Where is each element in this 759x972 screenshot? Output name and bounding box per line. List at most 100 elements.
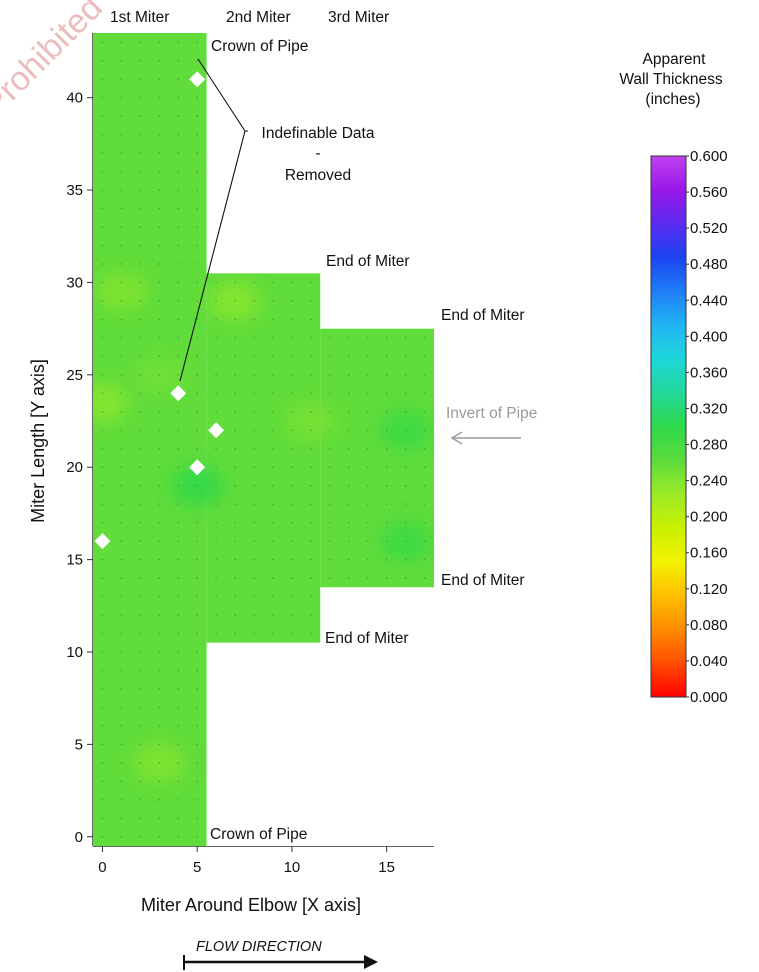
measurement-point <box>101 688 104 690</box>
measurement-point <box>234 300 236 302</box>
crown-of-pipe-top-label: Crown of Pipe <box>211 38 308 55</box>
measurement-point <box>139 780 142 783</box>
measurement-point <box>139 725 142 727</box>
measurement-point <box>101 595 104 598</box>
measurement-point <box>101 133 104 136</box>
measurement-point <box>347 521 350 524</box>
miter-region-1 <box>93 33 207 846</box>
measurement-point <box>177 244 180 247</box>
measurement-point <box>272 318 274 321</box>
measurement-point <box>139 762 142 764</box>
measurement-point <box>423 447 426 450</box>
measurement-point <box>177 374 180 376</box>
measurement-points <box>101 41 426 838</box>
measurement-point <box>101 244 104 247</box>
measurement-point <box>139 133 142 136</box>
measurement-point <box>329 484 331 487</box>
measurement-point <box>158 632 161 635</box>
measurement-point <box>139 669 142 672</box>
measurement-point <box>177 503 180 505</box>
measurement-point <box>177 466 180 469</box>
measurement-point <box>215 281 217 284</box>
measurement-point <box>215 595 217 598</box>
colorbar-title: Apparent Wall Thickness (inches) <box>619 51 723 108</box>
measurement-point <box>139 577 142 579</box>
measurement-point <box>291 392 293 395</box>
measurement-point <box>177 41 180 44</box>
measurement-point <box>101 725 104 727</box>
colorbar-tick-label: 0.400 <box>690 328 728 345</box>
measurement-point <box>158 96 161 99</box>
measurement-point <box>158 835 161 838</box>
measurement-point <box>101 318 104 321</box>
measurement-point <box>158 429 161 432</box>
measurement-point <box>120 59 123 62</box>
measurement-point <box>158 614 161 616</box>
measurement-point <box>234 632 236 635</box>
measurement-point <box>101 558 104 561</box>
x-tick-label: 0 <box>98 859 106 876</box>
measurement-point <box>158 410 161 413</box>
measurement-point <box>423 577 426 579</box>
measurement-point <box>101 762 104 764</box>
measurement-point <box>196 651 198 653</box>
measurement-point <box>196 189 198 191</box>
colorbar-tick-label: 0.440 <box>690 292 728 309</box>
measurement-point <box>139 799 142 801</box>
measurement-point <box>215 484 217 487</box>
measurement-point <box>272 484 274 487</box>
measurement-point <box>272 466 274 469</box>
measurement-point <box>347 503 350 505</box>
measurement-point <box>310 337 312 339</box>
x-axis-title: Miter Around Elbow [X axis] <box>141 895 361 915</box>
measurement-point <box>139 651 142 653</box>
measurement-point <box>310 392 312 395</box>
thickness-variation-1 <box>95 271 148 312</box>
measurement-point <box>139 152 142 154</box>
measurement-point <box>120 244 123 247</box>
measurement-point <box>215 374 217 376</box>
measurement-point <box>177 669 180 672</box>
measurement-point <box>347 429 350 432</box>
measurement-point <box>272 429 274 432</box>
measurement-point <box>196 595 198 598</box>
measurement-point <box>158 133 161 136</box>
axes: 0 5 10 15 0 5 10 15 20 25 30 35 40 <box>66 33 434 876</box>
measurement-point <box>101 226 104 228</box>
measurement-point <box>347 355 350 358</box>
removed-data-point-5 <box>94 533 111 550</box>
measurement-point <box>234 558 236 561</box>
measurement-point <box>234 447 236 450</box>
measurement-point <box>253 540 255 542</box>
measurement-point <box>139 78 142 80</box>
measurement-point <box>177 595 180 598</box>
measurement-point <box>177 337 180 339</box>
measurement-point <box>291 374 293 376</box>
measurement-point <box>196 41 198 44</box>
measurement-point <box>101 355 104 358</box>
measurement-point <box>139 392 142 395</box>
measurement-point <box>177 780 180 783</box>
measurement-point <box>101 835 104 838</box>
measurement-point <box>215 558 217 561</box>
measurement-point <box>329 410 331 413</box>
measurement-point <box>139 318 142 321</box>
colorbar-tick-label: 0.560 <box>690 184 728 201</box>
y-tick-label: 35 <box>66 182 83 199</box>
y-tick-label: 5 <box>75 736 83 753</box>
measurement-point <box>291 447 293 450</box>
measurement-point <box>404 503 407 505</box>
measurement-point <box>101 374 104 376</box>
colorbar-title-line-3: (inches) <box>645 91 700 108</box>
measurement-point <box>177 78 180 80</box>
measurement-point <box>385 521 388 524</box>
measurement-point <box>366 392 369 395</box>
measurement-point <box>158 484 161 487</box>
colorbar-tick-label: 0.000 <box>690 689 728 706</box>
measurement-point <box>253 318 255 321</box>
measurement-point <box>234 595 236 598</box>
measurement-point <box>347 410 350 413</box>
measurement-point <box>196 96 198 99</box>
measurement-point <box>196 300 198 302</box>
